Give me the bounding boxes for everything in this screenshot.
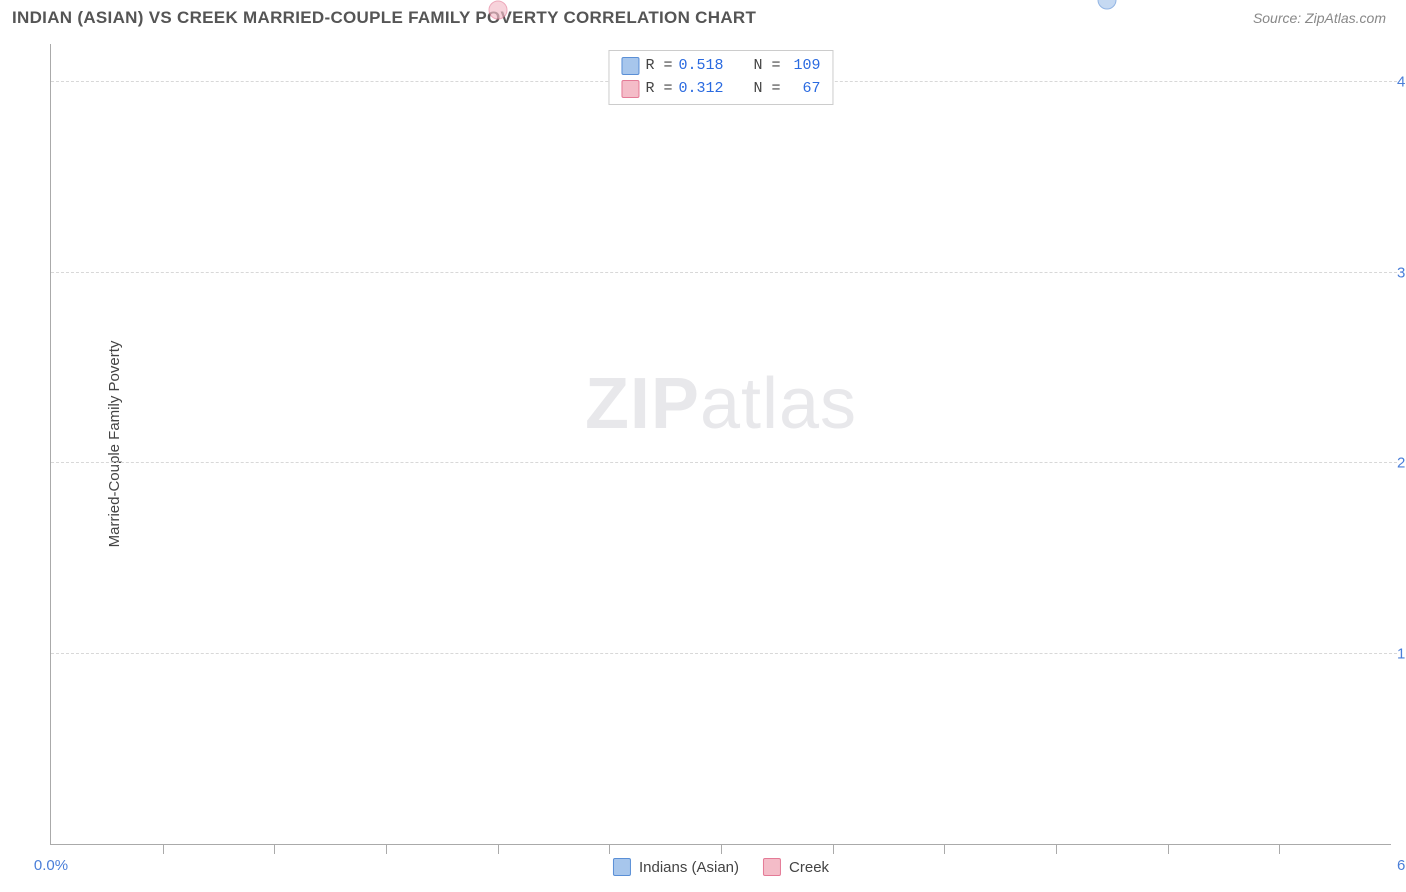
x-tick-label: 60.0%	[1397, 857, 1406, 874]
x-tick	[1279, 844, 1280, 854]
x-tick	[1168, 844, 1169, 854]
x-tick	[609, 844, 610, 854]
legend-label: Creek	[789, 859, 829, 876]
y-tick-label: 20.0%	[1397, 455, 1406, 472]
y-tick-label: 30.0%	[1397, 264, 1406, 281]
legend-n-label: N =	[754, 55, 781, 78]
x-tick	[721, 844, 722, 854]
legend-n-value: 67	[787, 78, 821, 101]
legend-swatch	[621, 57, 639, 75]
x-tick	[498, 844, 499, 854]
x-tick	[274, 844, 275, 854]
legend-r-label: R =	[645, 78, 672, 101]
y-axis-label: Married-Couple Family Poverty	[106, 341, 123, 548]
series-legend: Indians (Asian) Creek	[613, 858, 829, 876]
legend-swatch	[763, 858, 781, 876]
gridline	[51, 462, 1397, 463]
scatter-chart: ZIPatlas Married-Couple Family Poverty 1…	[50, 44, 1391, 845]
watermark: ZIPatlas	[585, 363, 857, 445]
legend-n-label: N =	[754, 78, 781, 101]
x-tick	[944, 844, 945, 854]
x-tick	[386, 844, 387, 854]
legend-n-value: 109	[787, 55, 821, 78]
legend-item: Indians (Asian)	[613, 858, 739, 876]
legend-swatch	[621, 80, 639, 98]
y-tick-label: 10.0%	[1397, 645, 1406, 662]
data-point	[488, 0, 507, 19]
legend-r-value: 0.312	[678, 78, 723, 101]
legend-swatch	[613, 858, 631, 876]
x-tick-label: 0.0%	[34, 857, 68, 874]
legend-item: Creek	[763, 858, 829, 876]
y-tick-label: 40.0%	[1397, 74, 1406, 91]
correlation-legend: R = 0.518 N = 109 R = 0.312 N = 67	[608, 50, 833, 105]
x-tick	[1056, 844, 1057, 854]
legend-r-label: R =	[645, 55, 672, 78]
chart-title: INDIAN (ASIAN) VS CREEK MARRIED-COUPLE F…	[12, 8, 756, 28]
gridline	[51, 272, 1397, 273]
x-tick	[833, 844, 834, 854]
source-credit: Source: ZipAtlas.com	[1253, 10, 1386, 26]
legend-label: Indians (Asian)	[639, 859, 739, 876]
x-tick	[163, 844, 164, 854]
legend-row: R = 0.518 N = 109	[621, 55, 820, 78]
gridline	[51, 653, 1397, 654]
legend-row: R = 0.312 N = 67	[621, 78, 820, 101]
legend-r-value: 0.518	[678, 55, 723, 78]
